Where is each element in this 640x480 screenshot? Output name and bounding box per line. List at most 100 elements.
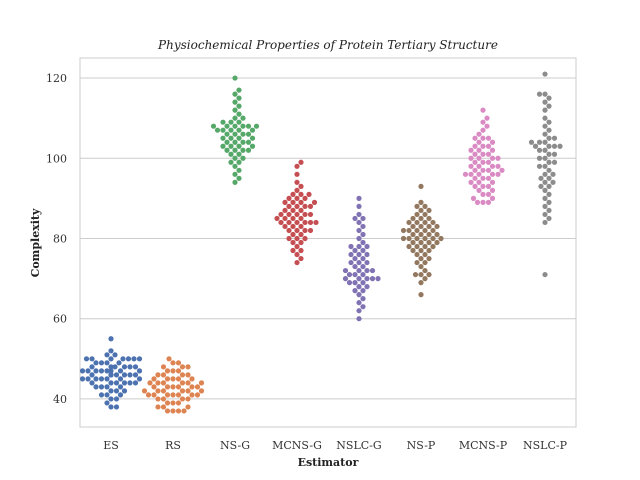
data-point-ns-g-41: [210, 123, 217, 129]
data-point-rs-48: [170, 368, 176, 374]
data-point-es-64: [108, 348, 114, 354]
data-point-mcns-g-36: [290, 207, 296, 214]
data-point-nslc-g-32: [356, 251, 362, 258]
data-point-ns-p-19: [430, 243, 436, 250]
data-point-rs-43: [151, 376, 157, 382]
data-point-rs-11: [160, 396, 167, 402]
data-point-mcns-g-11: [298, 231, 304, 238]
y-tick-labels: 40 60 80 100 120: [46, 72, 67, 406]
data-point-ns-p-48: [418, 215, 424, 222]
data-point-rs-19: [194, 392, 201, 398]
data-point-ns-p-35: [422, 227, 428, 234]
data-point-ns-g-28: [240, 131, 246, 137]
data-point-es-48: [89, 364, 95, 370]
data-point-mcns-p-26: [499, 167, 505, 173]
data-point-ns-g-35: [214, 127, 221, 133]
data-point-nslc-p-13: [550, 179, 556, 185]
data-point-rs-56: [166, 356, 172, 362]
data-point-nslc-g-6: [360, 288, 366, 294]
data-point-nslc-g-8: [356, 284, 362, 290]
data-point-rs-54: [170, 360, 176, 366]
y-tick-label: 80: [53, 232, 67, 245]
data-point-rs-18: [151, 392, 157, 398]
data-point-mcns-g-17: [298, 223, 304, 230]
data-point-es-3: [108, 396, 114, 402]
data-point-es-60: [83, 356, 90, 362]
data-point-es-5: [104, 392, 110, 398]
data-point-mcns-g-51: [306, 191, 312, 197]
data-point-nslc-g-1: [356, 308, 362, 314]
data-point-mcns-g-5: [294, 243, 300, 250]
data-point-nslc-p-28: [536, 147, 543, 153]
data-point-rs-34: [160, 380, 167, 386]
data-point-mcns-g-38: [294, 203, 300, 209]
data-point-es-2: [104, 400, 110, 406]
data-point-ns-g-52: [232, 91, 238, 97]
plot-frame: [79, 57, 577, 428]
data-point-rs-41: [164, 376, 171, 382]
data-point-nslc-g-16: [342, 276, 349, 282]
data-point-rs-29: [164, 384, 171, 390]
data-point-nslc-g-47: [352, 215, 358, 222]
data-point-mcns-p-36: [468, 155, 474, 161]
data-point-nslc-p-3: [542, 211, 548, 218]
data-point-es-8: [108, 388, 114, 394]
data-point-ns-g-51: [236, 95, 242, 101]
data-point-ns-p-1: [418, 280, 424, 286]
data-point-ns-g-26: [249, 135, 256, 141]
data-point-ns-g-23: [236, 135, 242, 141]
data-point-mcns-g-8: [294, 235, 300, 242]
data-point-ns-g-6: [228, 159, 234, 165]
data-point-mcns-p-47: [476, 139, 482, 145]
data-point-es-20: [132, 380, 139, 386]
data-point-ns-p-21: [418, 239, 424, 246]
data-point-es-6: [117, 392, 124, 398]
data-point-nslc-g-40: [360, 239, 366, 246]
data-point-mcns-g-21: [302, 219, 308, 226]
data-point-es-30: [121, 372, 128, 378]
data-point-es-52: [116, 360, 122, 366]
data-point-rs-22: [160, 388, 167, 394]
data-point-es-22: [117, 376, 124, 382]
data-point-rs-7: [170, 400, 176, 406]
data-point-ns-p-38: [406, 227, 412, 234]
data-point-ns-g-8: [240, 155, 246, 161]
data-point-mcns-g-29: [274, 215, 280, 222]
data-point-nslc-g-19: [352, 271, 358, 278]
data-point-rs-21: [179, 388, 186, 394]
data-point-mcns-p-6: [485, 191, 492, 197]
data-point-nslc-g-2: [360, 304, 366, 310]
data-point-mcns-p-19: [489, 171, 496, 177]
data-point-nslc-g-10: [360, 280, 366, 286]
y-tick-label: 40: [53, 393, 67, 406]
data-point-nslc-g-13: [356, 276, 362, 282]
data-point-nslc-p-37: [551, 135, 558, 141]
data-point-mcns-g-57: [298, 159, 304, 165]
data-point-mcns-g-34: [278, 211, 284, 218]
data-point-nslc-g-9: [364, 284, 370, 290]
data-point-rs-4: [160, 404, 167, 410]
data-point-ns-p-50: [410, 215, 416, 222]
data-point-mcns-g-0: [294, 259, 300, 266]
data-point-mcns-g-42: [298, 199, 304, 205]
data-point-nslc-p-30: [551, 143, 558, 149]
data-point-nslc-p-45: [542, 99, 548, 105]
data-point-nslc-p-31: [532, 143, 539, 149]
data-point-es-46: [121, 364, 128, 370]
data-point-ns-g-44: [220, 119, 226, 125]
data-point-mcns-g-44: [282, 199, 288, 205]
data-point-mcns-g-39: [302, 203, 308, 209]
data-point-nslc-p-2: [546, 215, 552, 222]
chart-title: Physiochemical Properties of Protein Ter…: [157, 38, 498, 52]
data-point-es-45: [112, 364, 118, 370]
data-point-rs-24: [155, 388, 161, 394]
data-point-rs-33: [179, 380, 186, 386]
data-point-mcns-g-40: [286, 203, 292, 209]
data-point-mcns-g-25: [313, 219, 319, 226]
data-point-ns-g-29: [224, 131, 230, 137]
data-point-mcns-p-54: [484, 123, 490, 129]
data-point-mcns-g-13: [294, 227, 300, 234]
data-point-nslc-g-37: [356, 243, 362, 250]
data-point-ns-p-47: [406, 219, 412, 226]
data-point-es-27: [79, 376, 86, 382]
